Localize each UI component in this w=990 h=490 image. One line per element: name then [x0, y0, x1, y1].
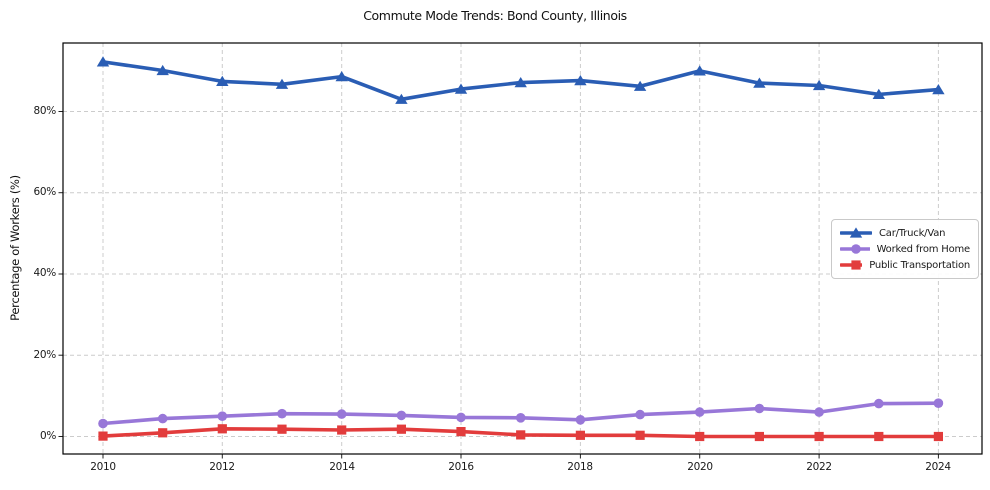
legend-item: Car/Truck/Van [840, 225, 970, 241]
y-tick-label: 0% [39, 430, 56, 442]
legend-label: Public Transportation [869, 259, 970, 271]
triangle-marker-swatch-icon [840, 227, 872, 238]
legend-label: Car/Truck/Van [879, 227, 946, 239]
x-tick-label: 2010 [90, 461, 116, 473]
legend-item: Public Transportation [840, 257, 970, 273]
x-tick-label: 2024 [925, 461, 951, 473]
circle-marker-swatch-icon [840, 244, 870, 254]
x-tick-label: 2020 [687, 461, 713, 473]
y-tick-label: 20% [33, 349, 57, 361]
x-tick-label: 2012 [209, 461, 235, 473]
legend: Car/Truck/Van Worked from Home Public Tran… [831, 219, 979, 279]
y-tick-label: 80% [33, 105, 57, 117]
chart-title: Commute Mode Trends: Bond County, Illino… [363, 8, 627, 23]
x-tick-label: 2022 [806, 461, 832, 473]
x-tick-label: 2018 [567, 461, 593, 473]
x-tick-label: 2014 [329, 461, 355, 473]
legend-item: Worked from Home [840, 241, 970, 257]
x-tick-label: 2016 [448, 461, 474, 473]
square-marker-swatch-icon [840, 260, 863, 270]
legend-label: Worked from Home [876, 243, 971, 255]
axes-border [62, 42, 983, 455]
y-tick-label: 60% [33, 186, 57, 198]
y-tick-label: 40% [33, 267, 57, 279]
